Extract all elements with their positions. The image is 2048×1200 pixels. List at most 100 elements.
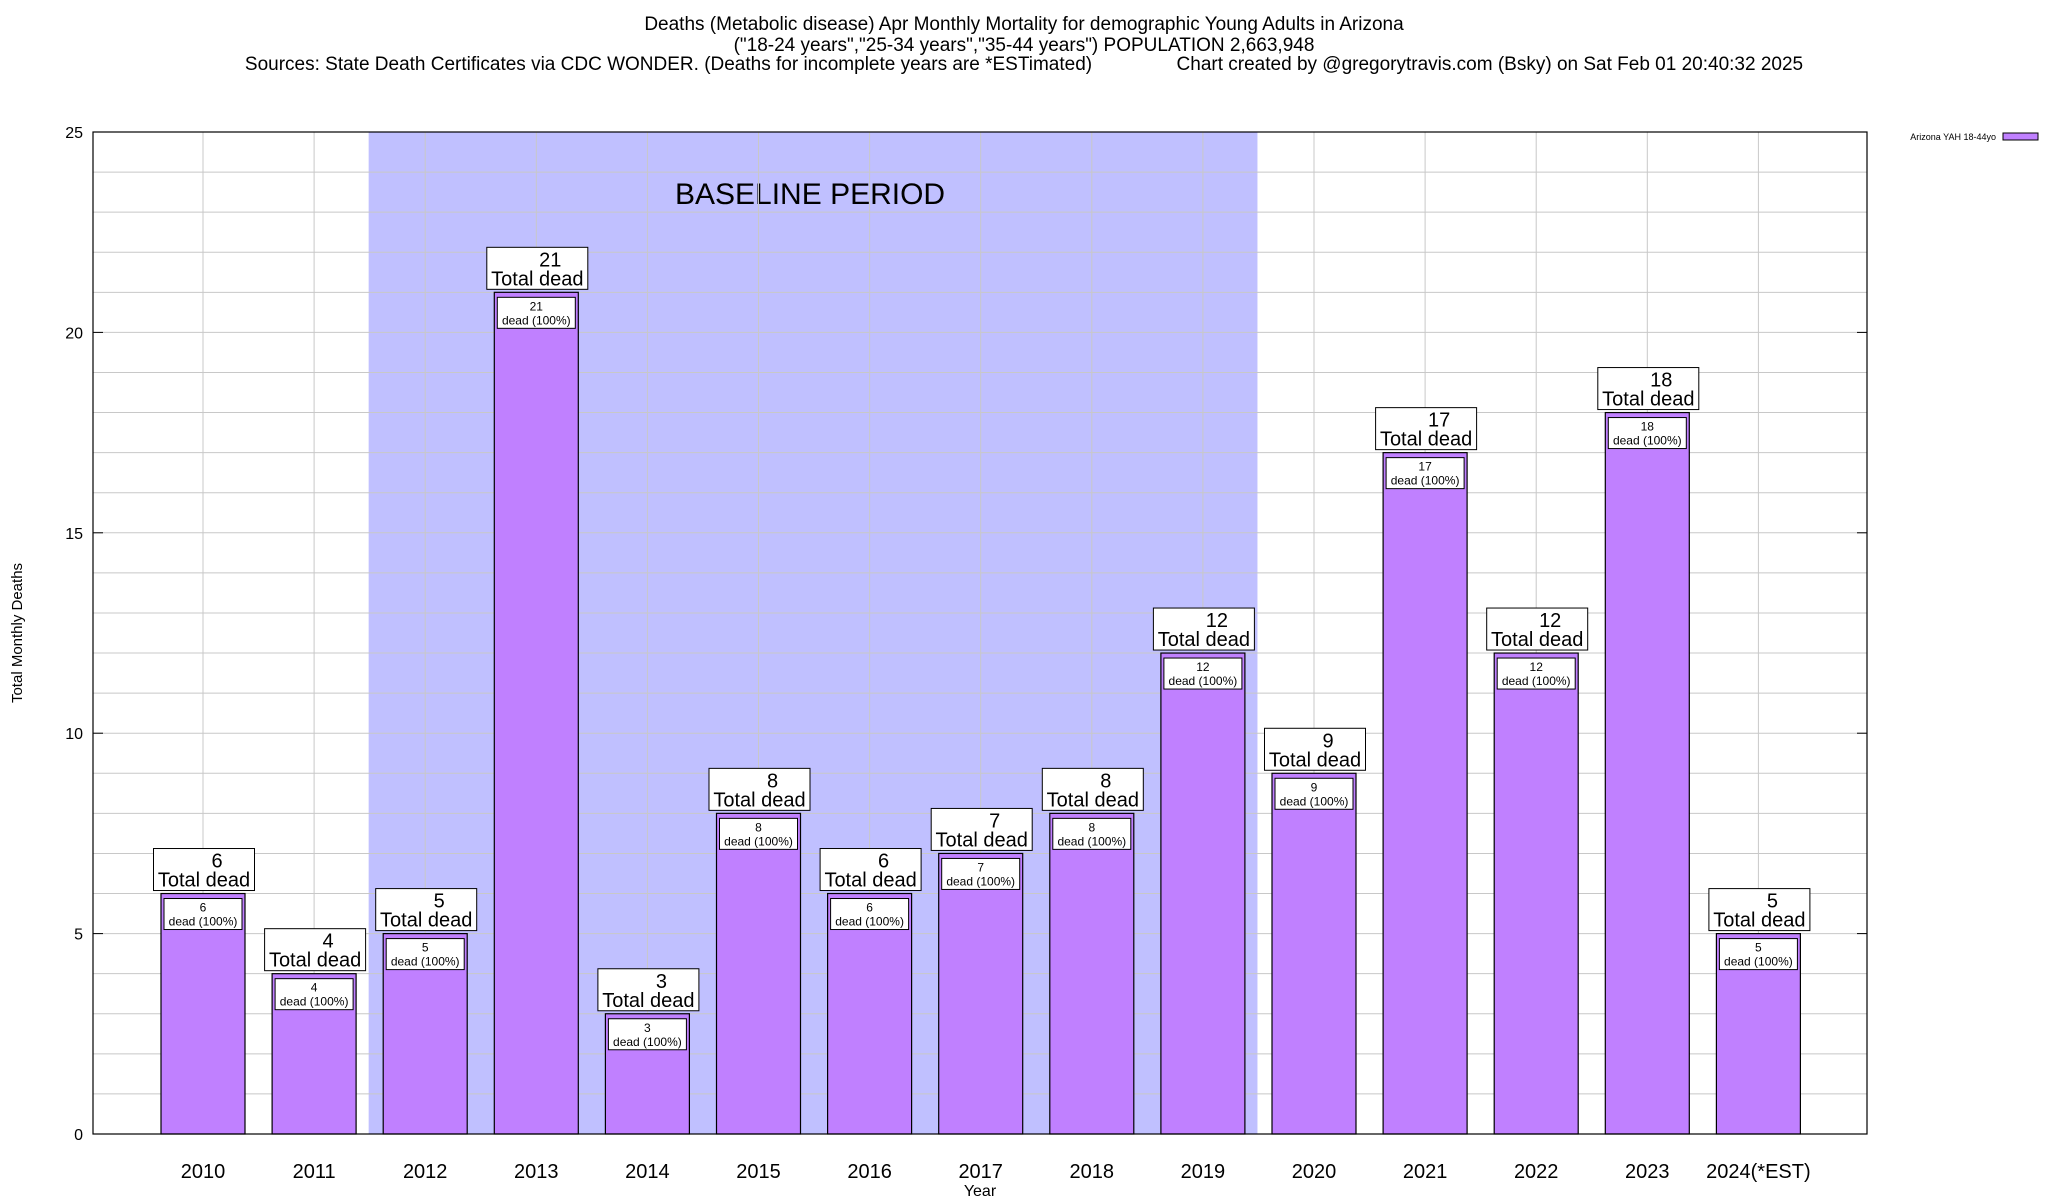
- inner-label-value: 7: [977, 860, 984, 874]
- total-label-text: Total dead: [158, 870, 250, 892]
- bar-2018: [1049, 812, 1135, 1135]
- total-label-text: Total dead: [1713, 910, 1805, 932]
- total-label-box: [375, 888, 478, 932]
- total-label-text: Total dead: [824, 870, 916, 892]
- inner-label-value: 18: [1641, 420, 1655, 434]
- inner-label-text: dead (100%): [1613, 434, 1682, 448]
- inner-label-box: [719, 817, 798, 850]
- total-label-box: [1264, 727, 1366, 771]
- inner-label-value: 4: [311, 981, 318, 995]
- inner-label-value: 12: [1196, 660, 1210, 674]
- chart-title-line-1: Deaths (Metabolic disease) Apr Monthly M…: [644, 14, 1404, 35]
- x-tick-label: 2019: [1181, 1161, 1226, 1183]
- x-tick-label: 2012: [403, 1161, 448, 1183]
- inner-label-text: dead (100%): [1502, 674, 1571, 688]
- total-label-text: Total dead: [1269, 749, 1361, 771]
- total-label-box: [264, 928, 367, 972]
- x-tick-label: 2023: [1625, 1161, 1670, 1183]
- total-label-text: Total dead: [269, 950, 361, 972]
- total-label-box: [1597, 367, 1700, 411]
- x-tick-label: 2010: [181, 1161, 226, 1183]
- legend-label: Arizona YAH 18-44yo: [1910, 132, 1996, 142]
- inner-label-box: [941, 857, 1021, 890]
- inner-label-text: dead (100%): [1169, 674, 1238, 688]
- bar-2016: [826, 892, 913, 1135]
- x-axis-title: Year: [964, 1183, 997, 1200]
- total-label-text: Total dead: [713, 789, 805, 811]
- x-tick-label: 2015: [736, 1161, 781, 1183]
- inner-label-box: [607, 1018, 687, 1051]
- total-label-box: [486, 246, 589, 290]
- total-label-box: [597, 968, 700, 1012]
- total-label-value: 3: [656, 971, 667, 993]
- total-label-text: Total dead: [1047, 789, 1139, 811]
- inner-label-text: dead (100%): [1391, 474, 1460, 488]
- total-label-value: 12: [1539, 610, 1561, 632]
- y-tick-label: 15: [65, 526, 83, 543]
- y-tick-label: 10: [65, 726, 83, 743]
- bar-2020: [1271, 772, 1357, 1135]
- inner-label-text: dead (100%): [613, 1035, 682, 1049]
- total-label-text: Total dead: [936, 829, 1028, 851]
- inner-label-text: dead (100%): [391, 955, 460, 969]
- total-label-value: 6: [211, 851, 222, 873]
- inner-label-box: [163, 898, 243, 931]
- bar-2023: [1604, 411, 1690, 1135]
- inner-label-value: 6: [200, 901, 207, 915]
- bar-2013: [493, 291, 579, 1135]
- total-label-box: [1041, 767, 1144, 811]
- inner-label-box: [496, 296, 576, 329]
- total-label-value: 7: [989, 810, 1000, 832]
- total-label-box: [930, 807, 1033, 851]
- inner-label-box: [1496, 657, 1576, 690]
- inner-label-value: 5: [422, 941, 429, 955]
- total-label-value: 6: [878, 851, 889, 873]
- y-axis-title: Total Monthly Deaths: [9, 563, 26, 703]
- total-label-box: [708, 767, 811, 811]
- inner-label-value: 8: [755, 820, 762, 834]
- total-label-box: [153, 848, 255, 892]
- total-label-value: 12: [1206, 610, 1228, 632]
- inner-label-box: [1052, 817, 1132, 850]
- inner-label-box: [1274, 777, 1354, 810]
- x-tick-label: 2018: [1070, 1161, 1115, 1183]
- total-label-box: [1486, 607, 1589, 651]
- total-label-value: 17: [1428, 410, 1450, 432]
- bar-2015: [715, 812, 802, 1135]
- inner-label-box: [385, 938, 465, 971]
- bar-2021: [1382, 452, 1468, 1135]
- total-label-value: 4: [323, 931, 334, 953]
- total-label-value: 8: [1100, 770, 1111, 792]
- bar-2017: [938, 852, 1024, 1135]
- inner-label-text: dead (100%): [169, 915, 238, 929]
- total-label-box: [1152, 607, 1255, 651]
- total-label-text: Total dead: [602, 990, 694, 1012]
- inner-label-text: dead (100%): [1057, 834, 1126, 848]
- total-label-text: Total dead: [1158, 629, 1250, 651]
- total-label-box: [1375, 407, 1478, 451]
- inner-label-text: dead (100%): [724, 834, 793, 848]
- x-tick-label: 2022: [1514, 1161, 1559, 1183]
- total-label-box: [819, 848, 922, 892]
- inner-label-text: dead (100%): [1724, 955, 1793, 969]
- y-tick-label: 20: [65, 325, 83, 342]
- total-label-text: Total dead: [1602, 389, 1694, 411]
